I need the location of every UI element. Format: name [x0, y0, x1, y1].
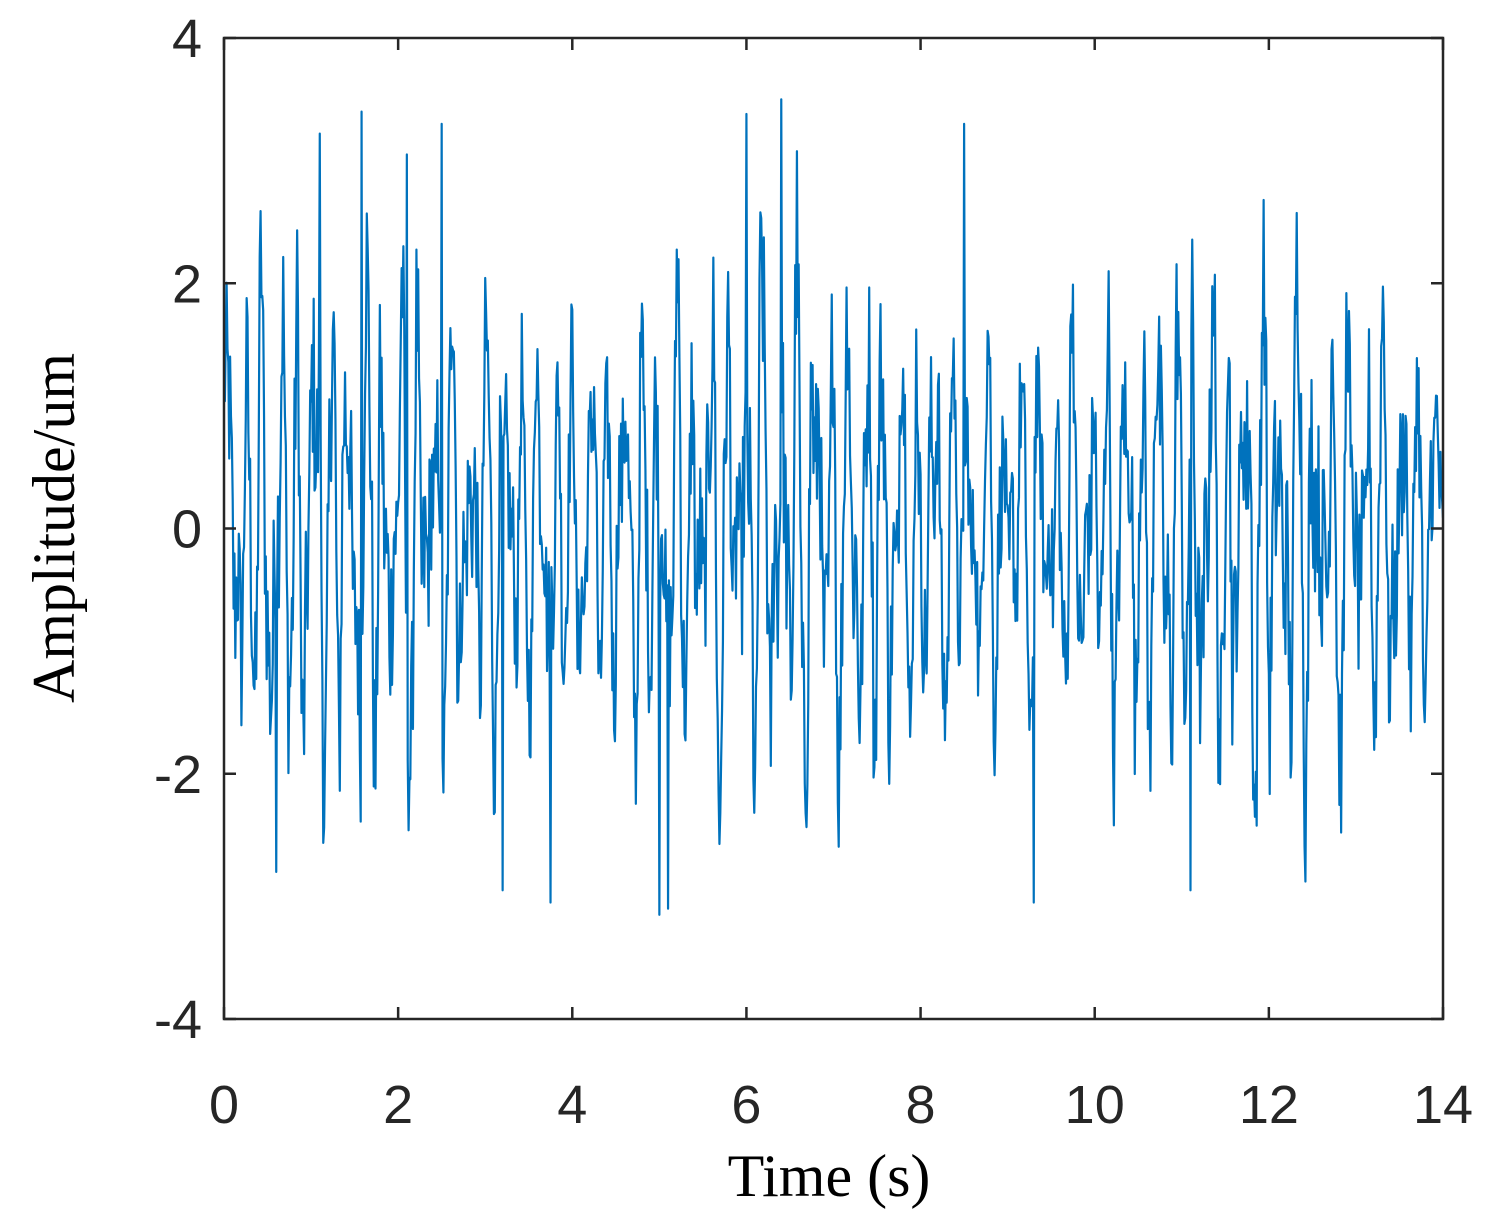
x-axis-label: Time (s)	[728, 1143, 931, 1209]
x-tick-label-3: 6	[731, 1075, 761, 1135]
y-axis-label: Amplitude/um	[21, 353, 87, 703]
x-tick-label-6: 12	[1239, 1075, 1299, 1135]
y-tick-label-1: -2	[154, 745, 202, 805]
y-tick-label-3: 2	[172, 254, 202, 314]
x-tick-label-5: 10	[1065, 1075, 1125, 1135]
x-tick-label-7: 14	[1413, 1075, 1473, 1135]
tick-labels: 0 2 4 6 8 10 12 14 -4 -2 0 2 4	[154, 9, 1473, 1135]
x-tick-label-4: 8	[906, 1075, 936, 1135]
signal-series-line	[224, 98, 1443, 916]
y-tick-label-0: -4	[154, 990, 202, 1050]
x-tick-label-0: 0	[209, 1075, 239, 1135]
x-tick-label-1: 2	[383, 1075, 413, 1135]
y-tick-label-2: 0	[172, 500, 202, 560]
x-tick-label-2: 4	[557, 1075, 587, 1135]
ticks	[222, 36, 1445, 1021]
y-tick-label-4: 4	[172, 9, 202, 69]
plot-area	[222, 36, 1445, 1021]
